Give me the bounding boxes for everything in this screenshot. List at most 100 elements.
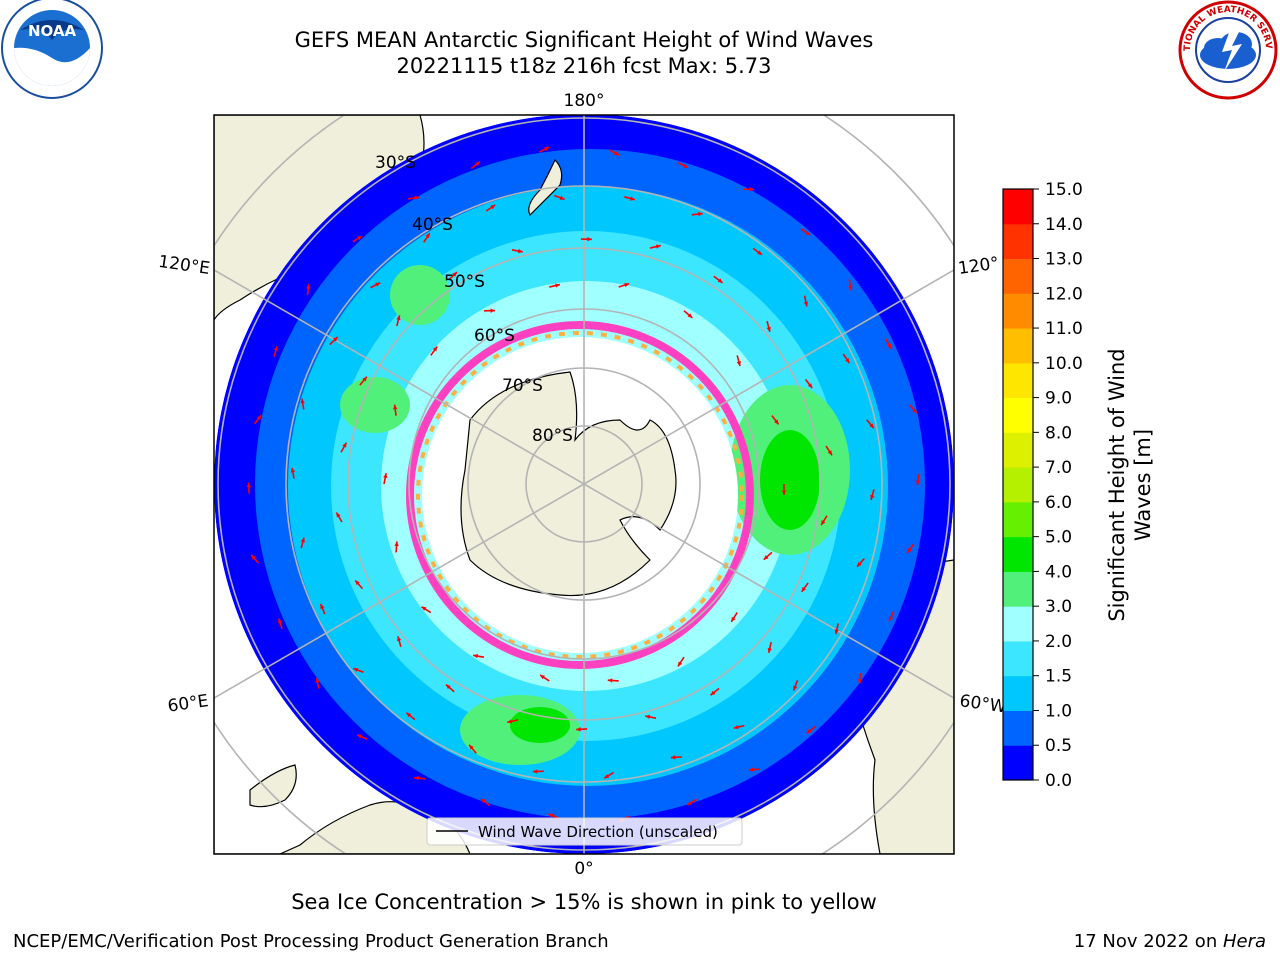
graticule (214, 115, 954, 854)
wave-arrow-head (353, 667, 359, 673)
wave-arrow-head (869, 423, 874, 429)
colorbar-tick-label: 0.5 (1045, 736, 1072, 756)
colorbar-segment (1003, 710, 1033, 746)
colorbar-segment (1003, 362, 1033, 399)
wave-arrow-head (907, 548, 912, 554)
wave-arrow-head (736, 361, 741, 367)
wave-arrow-head (332, 336, 338, 342)
wave-arrow-head (540, 674, 545, 680)
wave-arrow-head (300, 537, 305, 543)
wave-arrow-head (490, 308, 495, 313)
lon-label-right-upper: 120° (957, 253, 1000, 279)
wave-arrow-head (821, 520, 826, 526)
wave-arrow-head (733, 724, 739, 730)
wave-arrow-head (687, 800, 693, 806)
wave-arrow-head (315, 677, 320, 683)
wave-arrow-head (697, 211, 703, 217)
colorbar-frame (1002, 188, 1034, 781)
wave-arrow-head (273, 346, 279, 351)
wave-arrow-head (834, 629, 839, 635)
wave-arrow-head (806, 728, 812, 734)
wave-arrow-head (848, 285, 853, 291)
wave-arrow-head (888, 616, 893, 622)
wave-arrow-head (717, 278, 723, 283)
wave-arrow-head (576, 727, 581, 732)
colorbar-segment (1003, 293, 1033, 329)
wave-arrow-head (445, 684, 451, 690)
land-madagascar (249, 764, 297, 808)
wave-arrow-head (251, 554, 256, 560)
colorbar-label-line1: Significant Height of Wind (1105, 348, 1129, 621)
map-frame (213, 114, 955, 855)
wave-arrow-head (532, 769, 538, 774)
figure-title: GEFS MEAN Antarctic Significant Height o… (294, 28, 874, 52)
wave-arrow-head (306, 284, 311, 289)
colorbar-tick-label: 15.0 (1045, 180, 1083, 200)
wave-arrow-head (473, 653, 478, 659)
colorbar-tick-label: 1.5 (1045, 667, 1072, 687)
wave-arrow-head (682, 163, 688, 168)
wave-arrow-head (845, 358, 850, 364)
figure-subtitle: 20221115 t18z 216h fcst Max: 5.73 (396, 54, 772, 78)
colorbar-tick-label: 12.0 (1045, 284, 1083, 304)
wave-arrow-head (645, 714, 651, 720)
wave-arrow-head (362, 376, 367, 382)
wave-arrow-head (687, 313, 693, 318)
wave-arrow-head (452, 272, 457, 277)
lon-label-right-lower: 60°W (958, 691, 1007, 717)
wave-arrow-head (290, 467, 296, 473)
lat-label-50: 50°S (444, 272, 485, 292)
arrow-legend: Wind Wave Direction (unscaled) (426, 817, 743, 846)
colorbar-tick-label: 7.0 (1045, 458, 1072, 478)
colorbar-segment (1003, 397, 1033, 433)
sea-ice-note: Sea Ice Concentration > 15% is shown in … (291, 890, 877, 914)
wave-arrow-head (870, 495, 875, 500)
map-area: 30°S 40°S 50°S 60°S 70°S 80°S Wind Wave … (214, 115, 954, 854)
colorbar-tick-label: 1.0 (1045, 701, 1072, 721)
lon-label-left-upper: 120°E (157, 252, 211, 279)
wave-arrow-head (767, 647, 772, 653)
wave-arrow-head (677, 661, 683, 667)
lon-label-left-lower: 60°E (166, 691, 209, 716)
colorbar-segment (1003, 467, 1033, 503)
wave-arrow-head (406, 712, 412, 718)
colorbar-label-line2: Waves [m] (1131, 429, 1155, 541)
wave-arrow-head (421, 606, 427, 611)
wave-arrow-head (548, 813, 554, 818)
colorbar-segment (1003, 328, 1033, 364)
colorbar-segment (1003, 606, 1033, 642)
lon-label-bottom: 0° (574, 859, 593, 879)
wave-arrow-head (357, 236, 363, 241)
wave-arrow-head (793, 685, 798, 691)
date-text: 17 Nov 2022 on (1073, 931, 1223, 952)
colorbar-tick-label: 5.0 (1045, 528, 1072, 548)
wave-arrow-head (300, 398, 305, 404)
colorbar-segment (1003, 536, 1033, 572)
wave-arrow-head (710, 690, 716, 696)
lat-label-40: 40°S (412, 215, 453, 235)
lat-label-60: 60°S (474, 326, 515, 346)
wind-wave-arrows (246, 146, 921, 823)
wave-arrow-head (490, 204, 496, 210)
wave-arrow-head (544, 147, 550, 152)
colorbar-segment (1003, 432, 1033, 468)
colorbar-segment (1003, 223, 1033, 260)
wave-arrow-head (766, 326, 771, 332)
wave-arrow-head (278, 618, 283, 624)
wave-arrow-head (414, 775, 419, 781)
colorbar-segment (1003, 675, 1033, 711)
wave-arrow-head (256, 415, 262, 421)
wave-arrow-head (749, 187, 755, 192)
wave-arrow-head (432, 346, 438, 352)
wave-arrow-head (803, 301, 809, 307)
wave-arrow-head (731, 616, 736, 622)
colorbar-tick-label: 13.0 (1045, 250, 1083, 270)
wave-arrow-head (857, 562, 862, 567)
nws-logo: NATIONAL WEATHER SERVICE (1178, 0, 1278, 100)
lat-label-30: 30°S (375, 153, 416, 173)
colorbar-segment (1003, 189, 1033, 225)
wave-arrow-head (807, 383, 813, 389)
wave-arrow-head (375, 282, 381, 287)
wave-arrow-head (480, 798, 486, 804)
wave-arrow-head (774, 419, 779, 425)
